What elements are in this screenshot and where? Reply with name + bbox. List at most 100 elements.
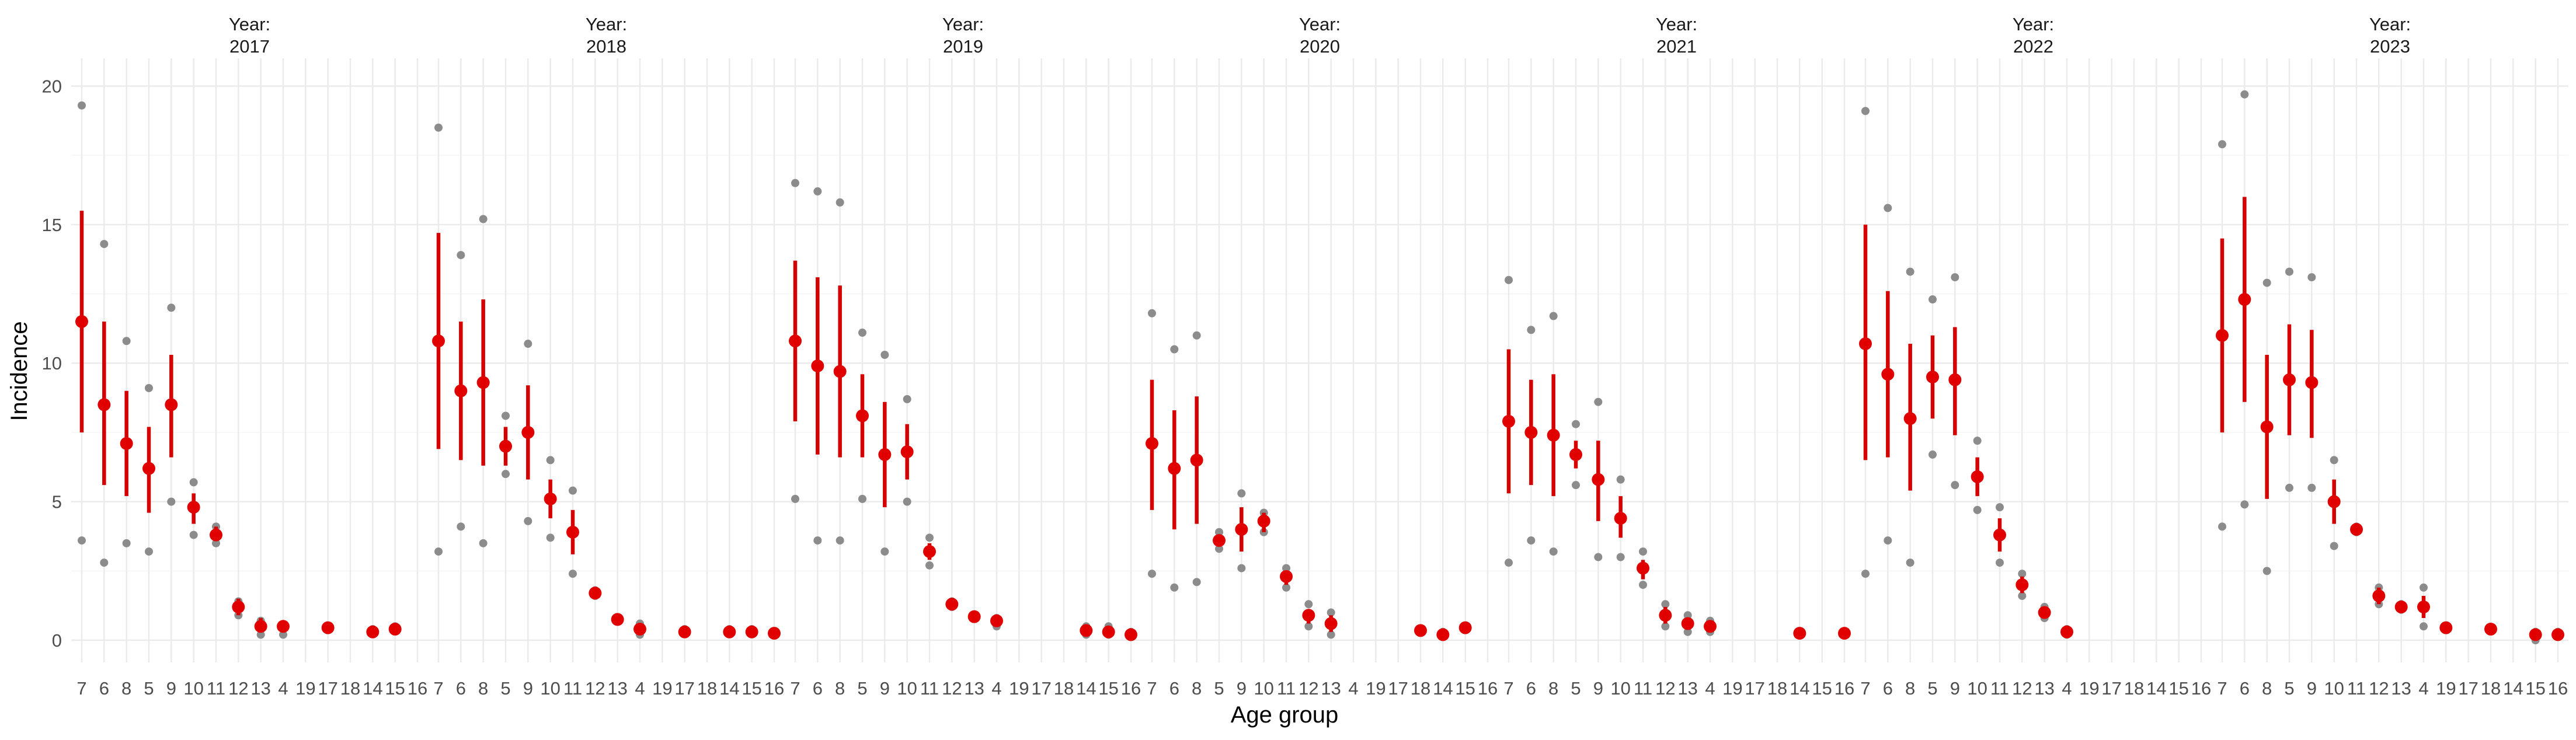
observed-point: [1861, 107, 1870, 116]
mean-point: [1971, 470, 1984, 483]
observed-point: [145, 547, 153, 556]
x-tick-label: 12: [2369, 678, 2389, 699]
observed-point: [2240, 90, 2249, 99]
mean-point: [2038, 606, 2051, 619]
mean-point: [833, 365, 847, 378]
x-tick-label: 16: [2191, 678, 2211, 699]
x-tick-label: 15: [1812, 678, 1832, 699]
observed-point: [189, 478, 198, 487]
observed-point: [1527, 326, 1536, 334]
observed-point: [1639, 581, 1647, 589]
x-tick-label: 11: [1990, 678, 2009, 699]
observed-point: [100, 240, 109, 249]
mean-point: [254, 620, 267, 633]
observed-point: [791, 179, 799, 187]
x-tick-label: 8: [2262, 678, 2272, 699]
observed-point: [2262, 567, 2271, 575]
observed-point: [1683, 611, 1692, 620]
observed-point: [2330, 456, 2338, 465]
mean-point: [321, 621, 335, 634]
x-tick-label: 12: [1299, 678, 1318, 699]
x-tick-label: 18: [1054, 678, 1074, 699]
mean-point: [1190, 453, 1203, 467]
observed-point: [2285, 483, 2293, 492]
x-tick-label: 10: [540, 678, 560, 699]
x-tick-label: 18: [340, 678, 360, 699]
mean-point: [432, 334, 445, 348]
observed-point: [2218, 522, 2226, 531]
observed-point: [1549, 547, 1558, 556]
observed-point: [1861, 570, 1870, 578]
x-tick-label: 9: [1237, 678, 1247, 699]
observed-point: [1616, 553, 1625, 561]
observed-point: [1928, 295, 1937, 304]
observed-point: [1505, 559, 1513, 567]
mean-point: [454, 384, 468, 397]
observed-point: [457, 522, 465, 531]
y-tick-label: 15: [42, 215, 62, 235]
x-tick-label: 12: [585, 678, 605, 699]
observed-point: [903, 395, 911, 403]
observed-point: [1527, 536, 1536, 545]
observed-point: [502, 470, 510, 479]
mean-point: [611, 613, 624, 626]
observed-point: [1148, 309, 1156, 317]
observed-point: [2285, 267, 2293, 276]
x-tick-label: 15: [2168, 678, 2188, 699]
grid-layer: [71, 58, 2568, 662]
mean-point: [366, 625, 380, 638]
mean-point: [2417, 601, 2430, 614]
x-tick-label: 15: [1455, 678, 1475, 699]
observed-point: [858, 494, 866, 503]
observed-point: [1505, 275, 1513, 284]
x-tick-label: 10: [2324, 678, 2344, 699]
observed-point: [2240, 500, 2249, 509]
x-tick-label: 7: [1860, 678, 1870, 699]
observed-point: [2307, 483, 2316, 492]
x-tick-label: 17: [1031, 678, 1051, 699]
mean-point: [1859, 337, 1872, 351]
mean-point: [856, 409, 869, 423]
mean-point: [2305, 376, 2319, 389]
facet-strip-year: 2021: [1656, 36, 1697, 57]
mean-points-layer: [75, 293, 2564, 641]
x-tick-label: 6: [1526, 678, 1536, 699]
mean-point: [878, 448, 892, 461]
x-tick-label: 11: [563, 678, 582, 699]
x-tick-label: 8: [1548, 678, 1558, 699]
mean-point: [1569, 448, 1582, 461]
x-tick-label: 4: [278, 678, 288, 699]
x-tick-label: 19: [1722, 678, 1742, 699]
x-tick-label: 13: [607, 678, 627, 699]
observed-point: [1884, 204, 1892, 212]
x-tick-label: 12: [942, 678, 962, 699]
x-tick-label: 15: [1098, 678, 1118, 699]
x-tick-label: 7: [1147, 678, 1157, 699]
facet-strip-year: 2023: [2370, 36, 2410, 57]
mean-point: [1235, 523, 1248, 536]
x-tick-label: 16: [1478, 678, 1498, 699]
observed-point: [1215, 528, 1223, 536]
x-tick-label: 10: [1610, 678, 1630, 699]
x-tick-label: 17: [1745, 678, 1764, 699]
mean-point: [723, 625, 736, 638]
x-tick-label: 16: [2548, 678, 2568, 699]
observed-point: [1282, 583, 1290, 592]
x-tick-label: 18: [1411, 678, 1430, 699]
x-tick-label: 8: [478, 678, 488, 699]
mean-point: [811, 359, 824, 372]
observed-point: [1572, 481, 1580, 490]
mean-point: [165, 398, 178, 411]
x-tick-label: 14: [2146, 678, 2166, 699]
observed-point: [1683, 627, 1692, 636]
observed-point: [1973, 505, 1982, 514]
mean-point: [678, 625, 691, 638]
x-tick-label: 18: [2124, 678, 2144, 699]
x-tick-label: 19: [2436, 678, 2456, 699]
x-tick-label: 16: [408, 678, 427, 699]
observed-point: [122, 337, 131, 345]
mean-point: [75, 315, 88, 329]
observed-point: [1996, 559, 2004, 567]
x-tick-label: 11: [2347, 678, 2366, 699]
x-tick-label: 14: [1076, 678, 1096, 699]
